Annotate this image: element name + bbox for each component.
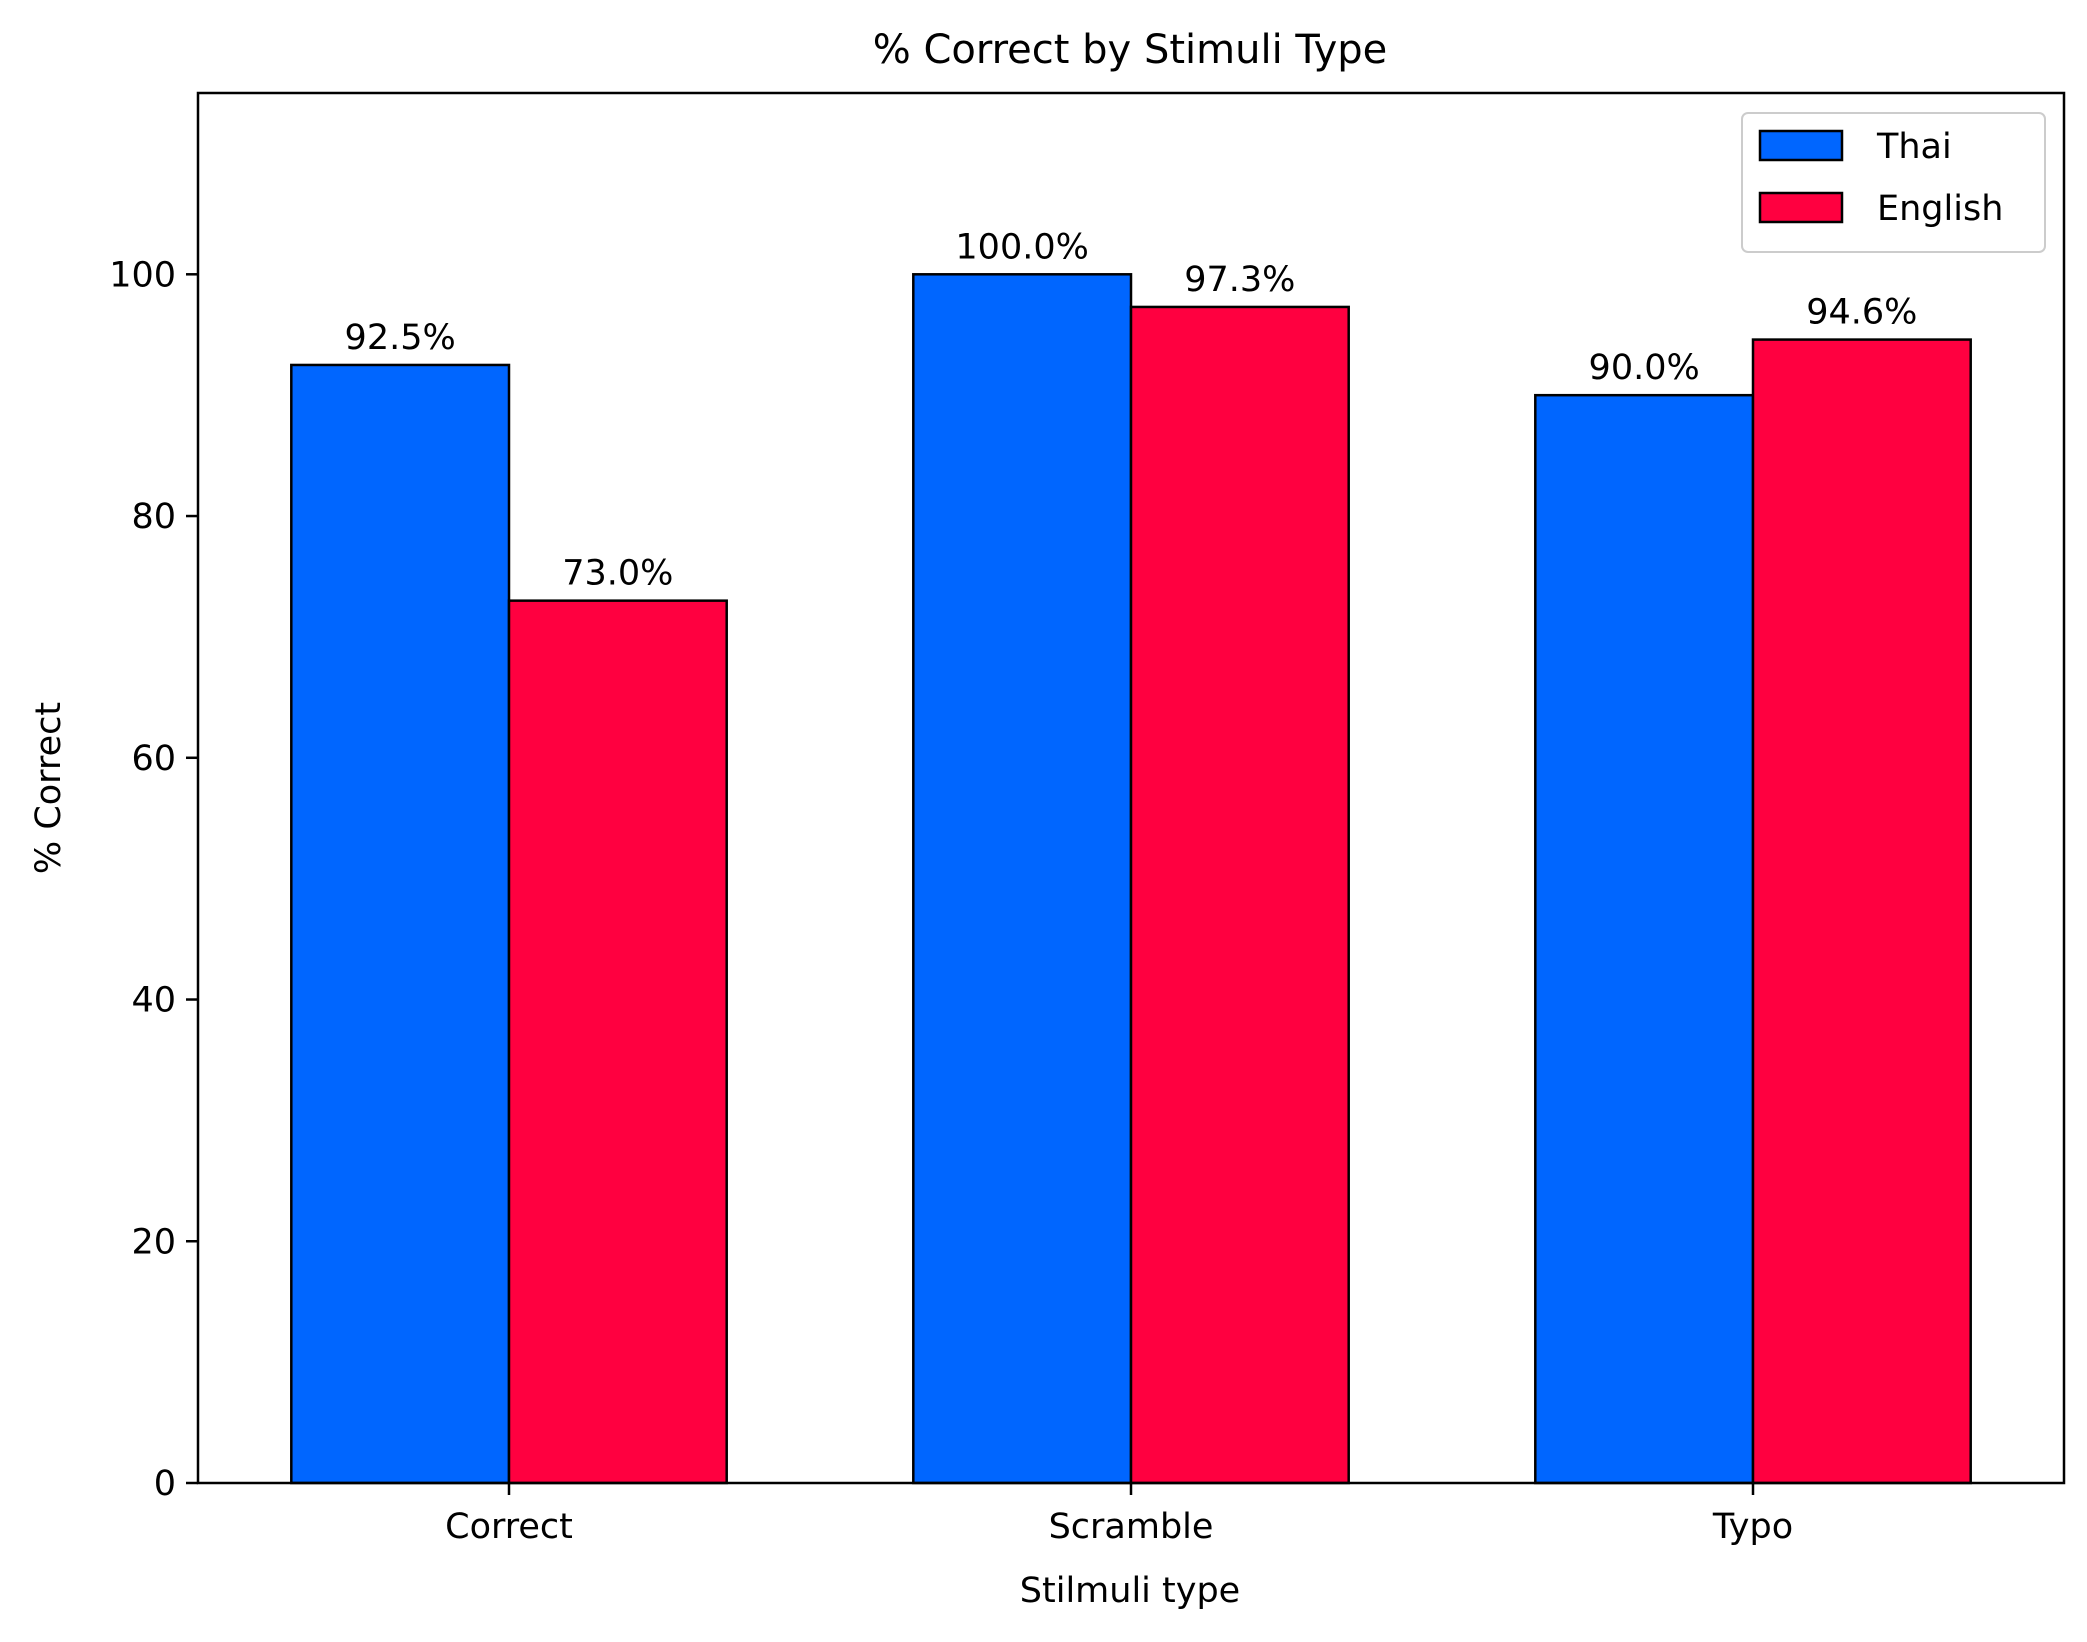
y-tick-label: 60 (131, 739, 176, 779)
y-tick-label: 0 (154, 1464, 176, 1504)
data-label-english-scramble: 97.3% (1184, 260, 1295, 300)
bar-english-correct (507, 599, 728, 1485)
data-label-english-correct: 73.0% (562, 554, 673, 594)
bar-thai-scramble (912, 273, 1133, 1485)
x-tick-label-typo: Typo (1712, 1507, 1793, 1547)
y-tick-label: 80 (131, 497, 176, 537)
legend: Thai English (1741, 112, 2046, 253)
legend-swatch-thai (1758, 129, 1844, 162)
y-tick-label: 40 (131, 981, 176, 1021)
y-tick-label: 100 (109, 255, 176, 295)
x-tick-label-correct: Correct (445, 1507, 573, 1547)
data-label-thai-scramble: 100.0% (955, 227, 1088, 267)
bars-layer: 92.5% 73.0% 100.0% 97.3% 90.0% 94.6% (290, 227, 1972, 1485)
x-axis-label: Stilmuli type (1020, 1571, 1240, 1611)
data-label-english-typo: 94.6% (1806, 293, 1917, 333)
legend-label-thai: Thai (1876, 127, 1952, 167)
y-tick-label: 20 (131, 1222, 176, 1262)
bar-english-typo (1751, 338, 1972, 1485)
data-label-thai-correct: 92.5% (345, 318, 456, 358)
bar-thai-correct (290, 363, 511, 1485)
bar-thai-typo (1534, 393, 1755, 1485)
bar-english-scramble (1129, 305, 1350, 1485)
data-label-thai-typo: 90.0% (1589, 348, 1700, 388)
chart-title: % Correct by Stimuli Type (873, 27, 1388, 73)
legend-swatch-english (1758, 191, 1844, 224)
x-tick-label-scramble: Scramble (1049, 1507, 1214, 1547)
y-axis-label: % Correct (29, 702, 69, 874)
legend-label-english: English (1877, 189, 2003, 229)
axes-layer: 0 20 40 60 80 100 Correct Scramble Typo (109, 91, 2066, 1547)
